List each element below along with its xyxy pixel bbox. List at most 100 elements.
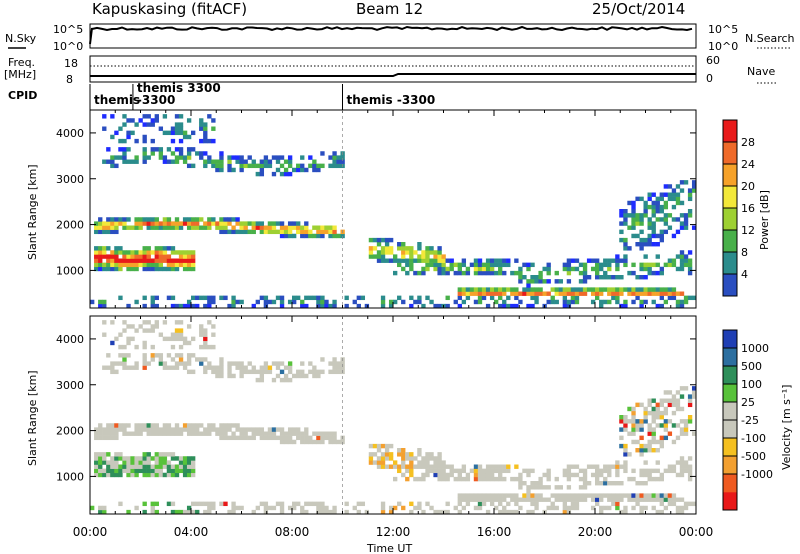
power-cell bbox=[150, 118, 155, 123]
power-cell bbox=[142, 246, 147, 251]
power-cell bbox=[223, 225, 228, 230]
power-cell bbox=[489, 291, 495, 296]
velocity-cell bbox=[126, 472, 131, 478]
velocity-cell bbox=[393, 505, 398, 511]
power-cell bbox=[263, 295, 269, 301]
velocity-cell bbox=[106, 353, 111, 358]
velocity-cell bbox=[287, 369, 293, 375]
velocity-cell bbox=[146, 431, 151, 436]
ytick-label: 1000 bbox=[56, 264, 84, 277]
power-cell bbox=[388, 246, 394, 251]
velocity-cell bbox=[259, 431, 265, 436]
velocity-cell bbox=[263, 369, 269, 375]
power-cell bbox=[142, 254, 147, 259]
power-cell bbox=[203, 159, 208, 164]
colorbar-tick-label: -1000 bbox=[741, 468, 773, 481]
velocity-cell bbox=[635, 501, 640, 507]
power-cell bbox=[639, 229, 644, 235]
velocity-cell bbox=[417, 476, 422, 482]
power-cell bbox=[158, 246, 164, 251]
velocity-cell bbox=[304, 439, 309, 445]
velocity-cell bbox=[106, 468, 111, 474]
power-cell bbox=[461, 299, 467, 305]
velocity-cell bbox=[211, 427, 216, 432]
velocity-cell bbox=[639, 481, 644, 486]
velocity-cell bbox=[231, 431, 236, 436]
velocity-cell bbox=[425, 468, 430, 474]
velocity-cell bbox=[138, 423, 143, 428]
power-cell bbox=[102, 250, 107, 255]
power-cell bbox=[235, 155, 240, 160]
velocity-cell bbox=[231, 373, 236, 379]
power-cell bbox=[142, 151, 147, 156]
power-cell bbox=[663, 213, 669, 218]
power-cell bbox=[397, 262, 402, 268]
power-cell bbox=[643, 242, 648, 247]
velocity-cell bbox=[324, 431, 329, 436]
velocity-cell bbox=[595, 464, 600, 469]
velocity-cell bbox=[162, 361, 168, 366]
power-cell bbox=[639, 196, 644, 202]
velocity-cell bbox=[647, 439, 652, 445]
velocity-cell bbox=[643, 410, 648, 416]
power-cell bbox=[570, 299, 576, 305]
velocity-cell bbox=[607, 468, 612, 474]
velocity-cell bbox=[142, 357, 147, 362]
velocity-cell bbox=[615, 505, 620, 511]
power-cell bbox=[639, 217, 644, 222]
power-cell bbox=[623, 237, 628, 243]
power-cell bbox=[582, 270, 588, 276]
power-cell bbox=[308, 155, 313, 160]
power-cell bbox=[308, 233, 313, 239]
power-cell bbox=[623, 246, 628, 251]
power-cell bbox=[114, 258, 119, 263]
power-cell bbox=[457, 291, 462, 296]
velocity-cell bbox=[473, 493, 479, 498]
power-cell bbox=[186, 221, 192, 226]
velocity-cell bbox=[671, 501, 677, 507]
velocity-cell bbox=[259, 435, 265, 441]
beam-title: Beam 12 bbox=[356, 0, 423, 18]
velocity-cell bbox=[259, 501, 265, 507]
velocity-cell bbox=[283, 373, 289, 379]
velocity-cell bbox=[417, 448, 422, 453]
power-cell bbox=[380, 246, 386, 251]
velocity-cell bbox=[635, 427, 640, 432]
velocity-cell bbox=[651, 406, 656, 412]
time-axis: 00:00 04:00 08:00 12:00 16:00 20:00 00:00 bbox=[73, 525, 714, 539]
velocity-cell bbox=[146, 423, 151, 428]
power-cell bbox=[675, 200, 681, 206]
velocity-cell bbox=[603, 493, 608, 498]
power-cell bbox=[130, 250, 135, 255]
power-cell bbox=[110, 266, 115, 272]
power-cell bbox=[166, 217, 172, 222]
velocity-cell bbox=[279, 361, 285, 366]
power-cell bbox=[667, 213, 673, 218]
power-cell bbox=[126, 254, 131, 259]
velocity-cell bbox=[332, 431, 337, 436]
velocity-cell bbox=[146, 468, 151, 474]
power-cell bbox=[130, 266, 135, 272]
power-cell bbox=[671, 262, 677, 268]
velocity-cell bbox=[671, 497, 677, 502]
power-cell bbox=[691, 180, 697, 185]
power-cell bbox=[619, 237, 624, 243]
power-cell bbox=[344, 303, 349, 309]
power-cell bbox=[615, 291, 620, 296]
power-cell bbox=[485, 270, 491, 276]
power-cell bbox=[639, 237, 644, 243]
velocity-cell bbox=[384, 448, 390, 453]
velocity-cell bbox=[465, 476, 471, 482]
velocity-cell bbox=[182, 509, 188, 515]
power-cell bbox=[134, 159, 139, 164]
power-cell bbox=[186, 299, 192, 305]
velocity-cell bbox=[441, 468, 446, 474]
velocity-cell bbox=[178, 320, 184, 325]
velocity-cell bbox=[683, 423, 689, 428]
power-cell bbox=[393, 254, 398, 259]
power-cell bbox=[247, 163, 252, 169]
power-cell bbox=[639, 246, 644, 251]
velocity-cell bbox=[409, 452, 414, 457]
power-cell bbox=[477, 258, 483, 263]
velocity-cell bbox=[223, 431, 228, 436]
